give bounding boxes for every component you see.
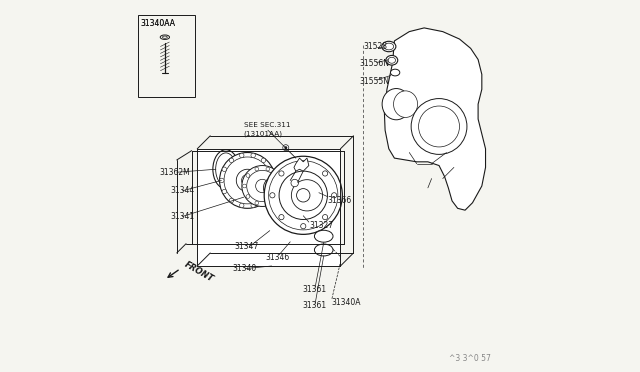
Circle shape — [301, 162, 306, 167]
Circle shape — [284, 146, 287, 149]
Circle shape — [279, 215, 284, 220]
Ellipse shape — [314, 230, 333, 242]
Circle shape — [419, 106, 460, 147]
Text: FRONT: FRONT — [183, 260, 216, 284]
Circle shape — [323, 215, 328, 220]
Circle shape — [261, 158, 266, 163]
Text: 31555N: 31555N — [359, 77, 389, 86]
Text: 31327: 31327 — [310, 221, 333, 230]
Circle shape — [323, 171, 328, 176]
Circle shape — [229, 198, 234, 203]
Ellipse shape — [390, 69, 400, 76]
Circle shape — [242, 166, 283, 206]
Circle shape — [243, 184, 246, 188]
Circle shape — [264, 156, 342, 234]
Circle shape — [255, 201, 259, 205]
Circle shape — [268, 167, 273, 171]
Circle shape — [229, 158, 234, 163]
Circle shape — [283, 145, 289, 151]
Circle shape — [236, 169, 259, 192]
Ellipse shape — [213, 150, 239, 189]
Circle shape — [246, 174, 250, 177]
Text: 31556N: 31556N — [359, 60, 389, 68]
Polygon shape — [294, 158, 309, 171]
Text: 31362M: 31362M — [159, 168, 190, 177]
Circle shape — [246, 195, 250, 198]
Circle shape — [220, 153, 275, 208]
Circle shape — [241, 174, 253, 186]
Text: 31344: 31344 — [170, 186, 195, 195]
Circle shape — [269, 161, 338, 230]
Circle shape — [275, 174, 278, 177]
Text: 31366: 31366 — [328, 196, 352, 205]
Circle shape — [251, 203, 255, 208]
Ellipse shape — [388, 57, 396, 63]
Circle shape — [224, 157, 271, 204]
Circle shape — [222, 189, 227, 194]
Circle shape — [279, 171, 284, 176]
Text: 31341: 31341 — [170, 212, 195, 221]
Ellipse shape — [216, 153, 236, 186]
Circle shape — [279, 171, 328, 219]
Text: SEE SEC.311: SEE SEC.311 — [244, 122, 291, 128]
Circle shape — [239, 203, 244, 208]
Ellipse shape — [384, 43, 394, 50]
Circle shape — [301, 224, 306, 229]
Ellipse shape — [160, 35, 170, 39]
Circle shape — [255, 179, 269, 193]
Circle shape — [264, 177, 286, 199]
Circle shape — [291, 179, 298, 187]
Bar — [138, 15, 195, 97]
Circle shape — [255, 167, 259, 171]
Text: ^3 3^0 57: ^3 3^0 57 — [449, 354, 491, 363]
Text: 31340AA: 31340AA — [140, 19, 175, 28]
Circle shape — [266, 167, 269, 171]
Text: 31340A: 31340A — [332, 298, 362, 307]
Text: 31340AA: 31340AA — [141, 19, 176, 28]
Text: 31361: 31361 — [302, 301, 326, 310]
Circle shape — [411, 99, 467, 154]
Circle shape — [291, 180, 323, 211]
Circle shape — [246, 170, 278, 202]
Circle shape — [251, 153, 255, 158]
Circle shape — [270, 193, 275, 198]
Circle shape — [332, 193, 337, 198]
Circle shape — [268, 181, 282, 195]
Polygon shape — [197, 149, 340, 266]
Circle shape — [278, 184, 282, 188]
Circle shape — [266, 201, 269, 205]
Text: (13101AA): (13101AA) — [244, 130, 283, 137]
Circle shape — [222, 167, 227, 171]
Text: 31361: 31361 — [302, 285, 326, 294]
Text: 31346: 31346 — [266, 253, 289, 262]
Circle shape — [239, 153, 244, 158]
Text: 31528: 31528 — [364, 42, 388, 51]
Circle shape — [220, 178, 224, 183]
Circle shape — [271, 178, 275, 183]
Circle shape — [296, 189, 310, 202]
Text: 31347: 31347 — [234, 242, 259, 251]
Polygon shape — [385, 28, 486, 210]
Ellipse shape — [382, 89, 410, 120]
Ellipse shape — [381, 41, 396, 52]
Text: 31340: 31340 — [232, 264, 257, 273]
Circle shape — [275, 195, 278, 198]
Ellipse shape — [314, 244, 333, 256]
Circle shape — [261, 198, 266, 203]
Circle shape — [268, 189, 273, 194]
Ellipse shape — [163, 36, 167, 38]
Ellipse shape — [386, 55, 397, 65]
Ellipse shape — [394, 91, 417, 118]
